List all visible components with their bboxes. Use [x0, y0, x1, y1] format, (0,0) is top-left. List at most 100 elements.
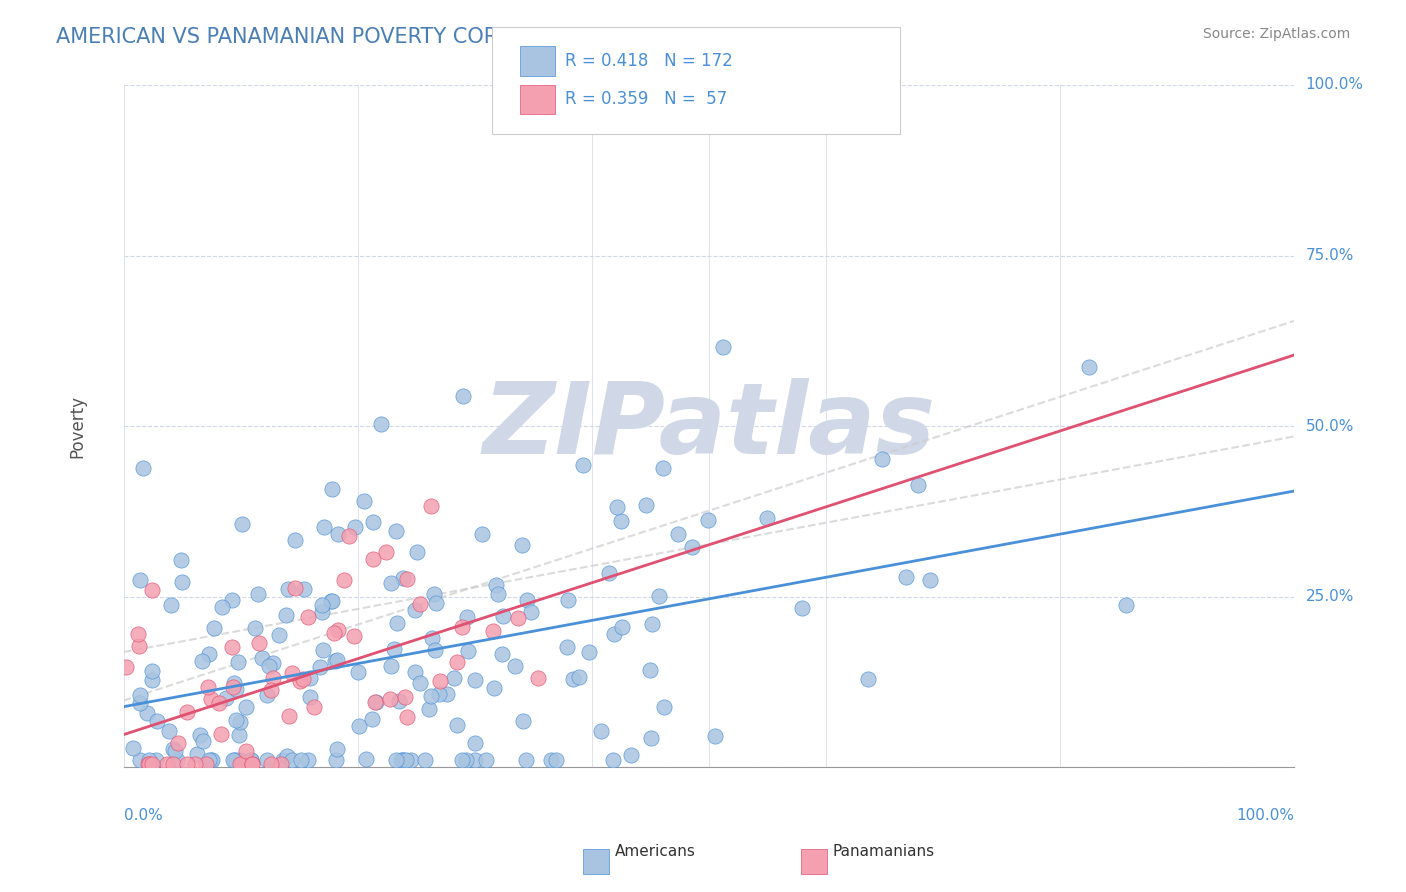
Point	[647, 590, 669, 604]
Point	[344, 520, 367, 534]
Point	[516, 593, 538, 607]
Point	[491, 647, 513, 661]
Point	[395, 754, 418, 768]
Point	[276, 749, 298, 764]
Point	[482, 681, 505, 695]
Point	[389, 754, 412, 768]
Point	[520, 605, 543, 619]
Point	[568, 670, 591, 684]
Point	[146, 714, 169, 729]
Point	[326, 527, 349, 541]
Point	[347, 719, 370, 733]
Point	[228, 728, 250, 742]
Point	[602, 754, 624, 768]
Point	[510, 538, 533, 552]
Point	[896, 570, 918, 584]
Point	[115, 660, 138, 674]
Point	[229, 756, 252, 771]
Point	[505, 659, 527, 673]
Point	[396, 572, 419, 586]
Point	[456, 609, 478, 624]
Point	[211, 600, 233, 615]
Point	[321, 594, 343, 608]
Point	[311, 598, 333, 612]
Point	[225, 681, 247, 696]
Point	[409, 597, 432, 611]
Point	[156, 756, 179, 771]
Point	[409, 675, 432, 690]
Point	[190, 654, 212, 668]
Point	[256, 754, 278, 768]
Point	[225, 713, 247, 727]
Point	[228, 655, 250, 669]
Point	[561, 672, 583, 686]
Point	[193, 734, 215, 748]
Point	[256, 689, 278, 703]
Point	[222, 680, 245, 694]
Point	[240, 756, 263, 771]
Point	[429, 674, 451, 689]
Point	[311, 605, 333, 619]
Point	[240, 754, 263, 768]
Point	[229, 715, 252, 730]
Point	[259, 659, 281, 673]
Point	[225, 754, 247, 768]
Point	[162, 756, 184, 771]
Point	[129, 697, 152, 711]
Point	[420, 689, 443, 703]
Point	[229, 754, 252, 768]
Point	[127, 627, 149, 641]
Point	[170, 553, 193, 567]
Point	[145, 754, 167, 768]
Point	[571, 458, 593, 472]
Point	[423, 643, 446, 657]
Point	[610, 620, 633, 634]
Point	[323, 626, 346, 640]
Point	[262, 672, 284, 686]
Point	[271, 754, 294, 768]
Text: ZIPatlas: ZIPatlas	[482, 377, 935, 475]
Point	[136, 756, 159, 771]
Point	[443, 671, 465, 685]
Point	[388, 694, 411, 708]
Text: Source: ZipAtlas.com: Source: ZipAtlas.com	[1202, 27, 1350, 41]
Text: 75.0%: 75.0%	[1306, 248, 1354, 263]
Point	[471, 527, 494, 541]
Point	[290, 754, 312, 768]
Point	[132, 461, 155, 475]
Point	[619, 748, 641, 763]
Point	[122, 741, 145, 756]
Point	[235, 744, 257, 758]
Point	[546, 754, 568, 768]
Point	[354, 752, 377, 766]
Point	[475, 754, 498, 768]
Point	[711, 340, 734, 354]
Point	[681, 540, 703, 554]
Text: AMERICAN VS PANAMANIAN POVERTY CORRELATION CHART: AMERICAN VS PANAMANIAN POVERTY CORRELATI…	[56, 27, 678, 46]
Point	[603, 627, 626, 641]
Point	[457, 644, 479, 658]
Point	[170, 575, 193, 590]
Point	[298, 690, 321, 704]
Point	[361, 712, 384, 726]
Point	[290, 674, 312, 689]
Point	[1077, 359, 1099, 374]
Point	[792, 601, 814, 615]
Point	[347, 665, 370, 679]
Point	[222, 754, 245, 768]
Point	[640, 731, 662, 745]
Point	[184, 756, 207, 771]
Point	[297, 610, 319, 624]
Point	[312, 519, 335, 533]
Point	[343, 628, 366, 642]
Point	[249, 636, 271, 650]
Point	[325, 754, 347, 768]
Text: 50.0%: 50.0%	[1306, 418, 1354, 434]
Point	[436, 687, 458, 701]
Point	[222, 754, 245, 768]
Point	[418, 701, 440, 715]
Point	[202, 622, 225, 636]
Point	[262, 657, 284, 671]
Text: R = 0.359   N =  57: R = 0.359 N = 57	[565, 90, 727, 108]
Point	[235, 699, 257, 714]
